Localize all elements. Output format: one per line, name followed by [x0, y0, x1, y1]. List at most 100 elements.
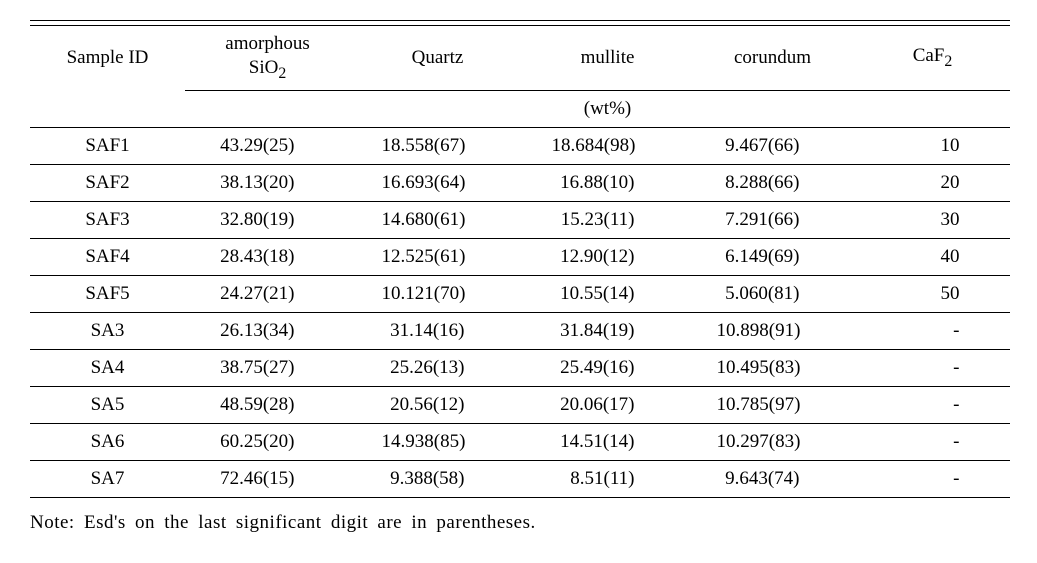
- cell-mullite: 15.23(11): [525, 202, 690, 239]
- cell-sio2: 48.59(28): [185, 387, 350, 424]
- col-header-text: Sample ID: [67, 47, 149, 68]
- cell-value: 16.88(10): [553, 172, 663, 194]
- cell-sio2: 28.43(18): [185, 239, 350, 276]
- cell-mullite: 16.88(10): [525, 165, 690, 202]
- cell-caf2: -: [855, 424, 1010, 461]
- cell-sample-id: SA6: [30, 424, 185, 461]
- cell-value: 9.388(58): [383, 468, 493, 490]
- cell-value: 60.25(20): [213, 431, 323, 453]
- unit-cell-blank: [690, 91, 855, 128]
- col-header-mullite: mullite: [525, 26, 690, 91]
- cell-value: 8.51(11): [553, 468, 663, 490]
- cell-quartz: 14.680(61): [350, 202, 525, 239]
- header-row: Sample ID amorphous SiO2 Quartz mullite …: [30, 26, 1010, 91]
- cell-caf2: -: [855, 313, 1010, 350]
- cell-quartz: 31.14(16): [350, 313, 525, 350]
- cell-corundum: 5.060(81): [690, 276, 855, 313]
- cell-value: -: [898, 394, 968, 416]
- cell-corundum: 8.288(66): [690, 165, 855, 202]
- cell-value: 24.27(21): [213, 283, 323, 305]
- cell-value: 25.26(13): [383, 357, 493, 379]
- cell-caf2: 40: [855, 239, 1010, 276]
- cell-value: 14.51(14): [553, 431, 663, 453]
- cell-value: 38.13(20): [213, 172, 323, 194]
- col-header-text: CaF2: [913, 45, 953, 66]
- cell-value: 32.80(19): [213, 209, 323, 231]
- table-wrap: Sample ID amorphous SiO2 Quartz mullite …: [30, 20, 1010, 534]
- cell-value: -: [898, 431, 968, 453]
- col-header-sio2: amorphous SiO2: [185, 26, 350, 91]
- unit-cell-blank: [855, 91, 1010, 128]
- cell-corundum: 10.297(83): [690, 424, 855, 461]
- cell-value: 15.23(11): [553, 209, 663, 231]
- col-header-line2: SiO2: [249, 57, 287, 78]
- col-header-caf2: CaF2: [855, 26, 1010, 91]
- cell-value: 25.49(16): [553, 357, 663, 379]
- cell-value: 48.59(28): [213, 394, 323, 416]
- subscript: 2: [944, 53, 952, 70]
- cell-value: 14.680(61): [382, 209, 494, 231]
- col-header-line1: amorphous: [225, 33, 309, 54]
- cell-sample-id: SA4: [30, 350, 185, 387]
- cell-value: -: [898, 468, 968, 490]
- cell-value: 30: [898, 209, 968, 231]
- cell-mullite: 10.55(14): [525, 276, 690, 313]
- cell-value: 8.288(66): [718, 172, 828, 194]
- cell-value: 43.29(25): [213, 135, 323, 157]
- cell-value: 12.525(61): [382, 246, 494, 268]
- cell-sample-id: SA3: [30, 313, 185, 350]
- cell-value: 20.56(12): [383, 394, 493, 416]
- cell-sio2: 32.80(19): [185, 202, 350, 239]
- cell-sio2: 72.46(15): [185, 461, 350, 498]
- unit-cell-blank: [30, 91, 185, 128]
- cell-quartz: 20.56(12): [350, 387, 525, 424]
- data-table: Sample ID amorphous SiO2 Quartz mullite …: [30, 20, 1010, 498]
- cell-value: 5.060(81): [718, 283, 828, 305]
- cell-value: 10: [898, 135, 968, 157]
- cell-quartz: 25.26(13): [350, 350, 525, 387]
- cell-sample-id: SAF4: [30, 239, 185, 276]
- cell-mullite: 8.51(11): [525, 461, 690, 498]
- cell-caf2: -: [855, 387, 1010, 424]
- note-text: Note: Esd's on the last significant digi…: [30, 512, 536, 533]
- cell-quartz: 16.693(64): [350, 165, 525, 202]
- cell-caf2: -: [855, 461, 1010, 498]
- unit-row: (wt%): [30, 91, 1010, 128]
- col-header-text: corundum: [734, 47, 811, 68]
- cell-corundum: 10.495(83): [690, 350, 855, 387]
- unit-label: (wt%): [584, 98, 631, 119]
- cell-value: 10.495(83): [717, 357, 829, 379]
- table-row: SAF238.13(20)16.693(64)16.88(10)8.288(66…: [30, 165, 1010, 202]
- cell-quartz: 14.938(85): [350, 424, 525, 461]
- cell-quartz: 9.388(58): [350, 461, 525, 498]
- cell-value: 28.43(18): [213, 246, 323, 268]
- cell-value: 18.684(98): [552, 135, 664, 157]
- cell-value: 10.898(91): [717, 320, 829, 342]
- cell-caf2: -: [855, 350, 1010, 387]
- cell-corundum: 10.785(97): [690, 387, 855, 424]
- cell-value: 72.46(15): [213, 468, 323, 490]
- cell-corundum: 10.898(91): [690, 313, 855, 350]
- cell-sio2: 24.27(21): [185, 276, 350, 313]
- cell-corundum: 9.467(66): [690, 128, 855, 165]
- cell-mullite: 25.49(16): [525, 350, 690, 387]
- cell-value: 31.14(16): [383, 320, 493, 342]
- table-row: SAF428.43(18)12.525(61)12.90(12)6.149(69…: [30, 239, 1010, 276]
- cell-value: 14.938(85): [382, 431, 494, 453]
- col-header-quartz: Quartz: [350, 26, 525, 91]
- cell-value: 9.643(74): [718, 468, 828, 490]
- col-header-text: Quartz: [412, 47, 464, 68]
- unit-cell-blank: [185, 91, 350, 128]
- cell-value: 7.291(66): [718, 209, 828, 231]
- cell-corundum: 7.291(66): [690, 202, 855, 239]
- cell-quartz: 10.121(70): [350, 276, 525, 313]
- cell-value: 40: [898, 246, 968, 268]
- cell-sio2: 38.13(20): [185, 165, 350, 202]
- cell-quartz: 12.525(61): [350, 239, 525, 276]
- cell-value: 38.75(27): [213, 357, 323, 379]
- table-row: SA548.59(28)20.56(12)20.06(17)10.785(97)…: [30, 387, 1010, 424]
- cell-sio2: 43.29(25): [185, 128, 350, 165]
- cell-value: -: [898, 357, 968, 379]
- cell-value: 10.785(97): [717, 394, 829, 416]
- unit-cell-label: (wt%): [525, 91, 690, 128]
